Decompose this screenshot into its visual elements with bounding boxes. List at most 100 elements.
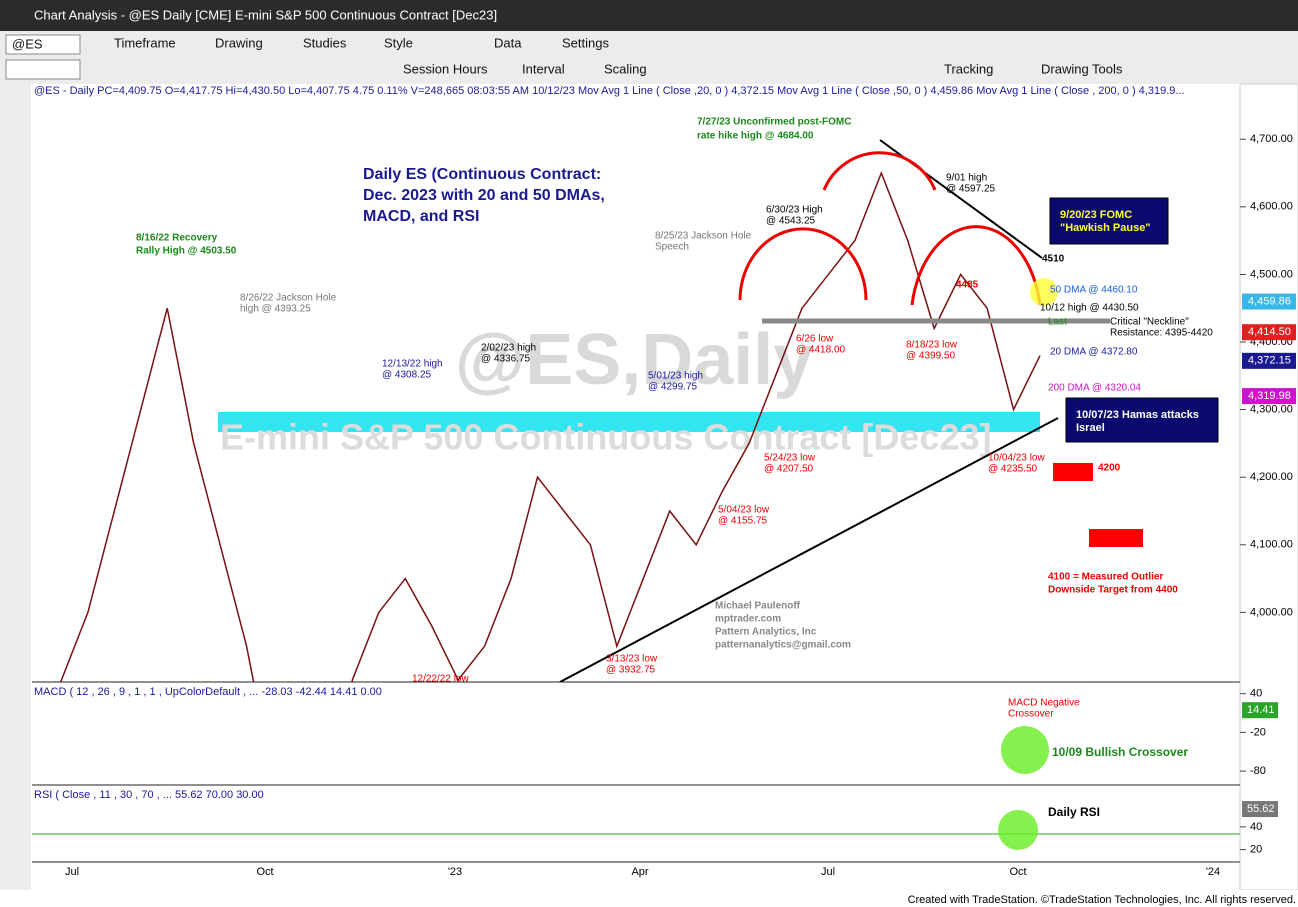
price-badge [1242,293,1296,310]
price-badge [1242,352,1296,369]
y-tick-label: 40 [1250,688,1262,700]
y-tick-label: -20 [1250,726,1266,738]
menu-item[interactable]: Data [494,35,522,50]
highlight [1030,278,1058,306]
annotation: @ 3932.75 [606,665,656,676]
annotation: MACD Negative [1008,698,1080,709]
menu-item[interactable]: Drawing [215,35,263,50]
annotation: 20 DMA @ 4372.80 [1050,347,1138,358]
annotation: rate hike high @ 4684.00 [697,131,814,142]
symbol-box[interactable] [5,34,81,55]
value-badge [1242,801,1278,818]
annotation: 5/24/23 low [764,453,816,464]
callout-box [1049,197,1169,245]
support-band [218,412,1040,432]
toolbar-item[interactable]: Session Hours [403,61,488,76]
pattern-arc [822,151,937,191]
annotation: 4200 [1098,463,1121,474]
menu-item[interactable]: Settings [562,35,609,50]
callout-text: 9/20/23 FOMC [1060,209,1132,221]
annotation: 6/26 low [796,334,834,345]
annotation: 8/18/23 low [906,340,958,351]
y-tick-label: 4,300.00 [1250,404,1293,416]
y-tick-label: 4,500.00 [1250,268,1293,280]
callout-text: "Hawkish Pause" [1060,222,1151,234]
annotation: @ 4155.75 [718,516,768,527]
annotation: 6/30/23 High [766,205,823,216]
annotation: 8/26/22 Jackson Hole [240,293,337,304]
price-line [59,170,1041,682]
annotation: 10/12 high @ 4430.50 [1040,303,1139,314]
toolbar-item[interactable]: Scaling [604,61,647,76]
annotation: Daily ES (Continuous Contract: [363,166,601,183]
x-tick-label: '24 [1206,866,1220,878]
price-badge [1242,388,1296,405]
menu-item[interactable]: Studies [303,35,347,50]
annotation: 7/27/23 Unconfirmed post-FOMC [697,117,851,128]
footer: Created with TradeStation. ©TradeStation… [908,894,1296,906]
trendline [559,417,1059,682]
window-title: Chart Analysis - @ES Daily [CME] E-mini … [34,7,497,22]
annotation: 2/02/23 high [481,343,536,354]
panel-label: RSI ( Close , 11 , 30 , 70 , ... 55.62 7… [34,789,264,801]
annotation: @ 4418.00 [796,345,846,356]
toolbar-item[interactable]: Drawing Tools [1041,61,1123,76]
annotation: @ 4299.75 [648,382,698,393]
x-tick-label: Jul [821,866,835,878]
annotation: Michael Paulenoff [715,601,801,612]
x-tick-label: Oct [256,866,273,878]
price-badge-label: 4,414.50 [1248,326,1291,338]
value-badge [1242,702,1278,719]
x-tick-label: Jul [65,866,79,878]
price-badge-label: 4,372.15 [1248,355,1291,367]
annotation: mptrader.com [715,614,781,625]
y-tick-label: 4,700.00 [1250,133,1293,145]
price-badge-label: 4,319.98 [1248,390,1291,402]
annotation: high @ 4393.25 [240,304,311,315]
value-badge-label: 55.62 [1247,803,1275,815]
annotation: 3/13/23 low [606,654,658,665]
callout-text: 10/07/23 Hamas attacks [1076,409,1199,421]
title-bar [0,0,1298,31]
annotation: @ 4399.50 [906,351,956,362]
menu-item[interactable]: Style [384,35,413,50]
annotation: @ 4207.50 [764,464,814,475]
target-box [1089,529,1143,547]
y-tick-label: 40 [1250,821,1262,833]
annotation: Pattern Analytics, Inc [715,627,817,638]
annotation: 200 DMA @ 4320.04 [1048,383,1141,394]
price-badge [1242,324,1296,341]
highlight [1001,726,1049,774]
annotation: 9/01 high [946,173,987,184]
y-tick-label: 4,100.00 [1250,539,1293,551]
annotation: 10/09 Bullish Crossover [1052,745,1188,759]
annotation: 12/22/22 low [412,674,469,685]
toolbar-item[interactable]: Tracking [944,61,993,76]
annotation: Daily RSI [1048,805,1100,819]
annotation: 10/04/23 low [988,453,1045,464]
annotation: 4510 [1042,254,1065,265]
annotation: Dec. 2023 with 20 and 50 DMAs, [363,187,605,204]
annotation: 8/16/22 Recovery [136,233,218,244]
annotation: 4100 = Measured Outlier [1048,572,1163,583]
toolbar-item[interactable]: Interval [522,61,565,76]
annotation: @ 4336.75 [481,354,531,365]
annotation: MACD, and RSI [363,208,479,225]
panel-label: MACD ( 12 , 26 , 9 , 1 , 1 , UpColorDefa… [34,686,382,698]
annotation: Resistance: 4395-4420 [1110,328,1213,339]
annotation: Speech [655,242,689,253]
y-tick-label: 4,000.00 [1250,606,1293,618]
y-tick-label: -80 [1250,765,1266,777]
menu-item[interactable]: Timeframe [114,35,176,50]
annotation: @ 4597.25 [946,184,996,195]
watermark-sub: E-mini S&P 500 Continuous Contract [Dec2… [220,417,991,458]
annotation: patternanalytics@gmail.com [715,640,851,651]
annotation: 8/25/23 Jackson Hole [655,231,752,242]
y-tick-label: 4,200.00 [1250,471,1293,483]
callout-text: Israel [1076,422,1105,434]
symbol[interactable]: @ES [12,36,43,51]
x-tick-label: Oct [1009,866,1026,878]
highlight [998,810,1038,850]
annotation: Last [1048,317,1067,328]
pattern-arc [910,225,1042,306]
